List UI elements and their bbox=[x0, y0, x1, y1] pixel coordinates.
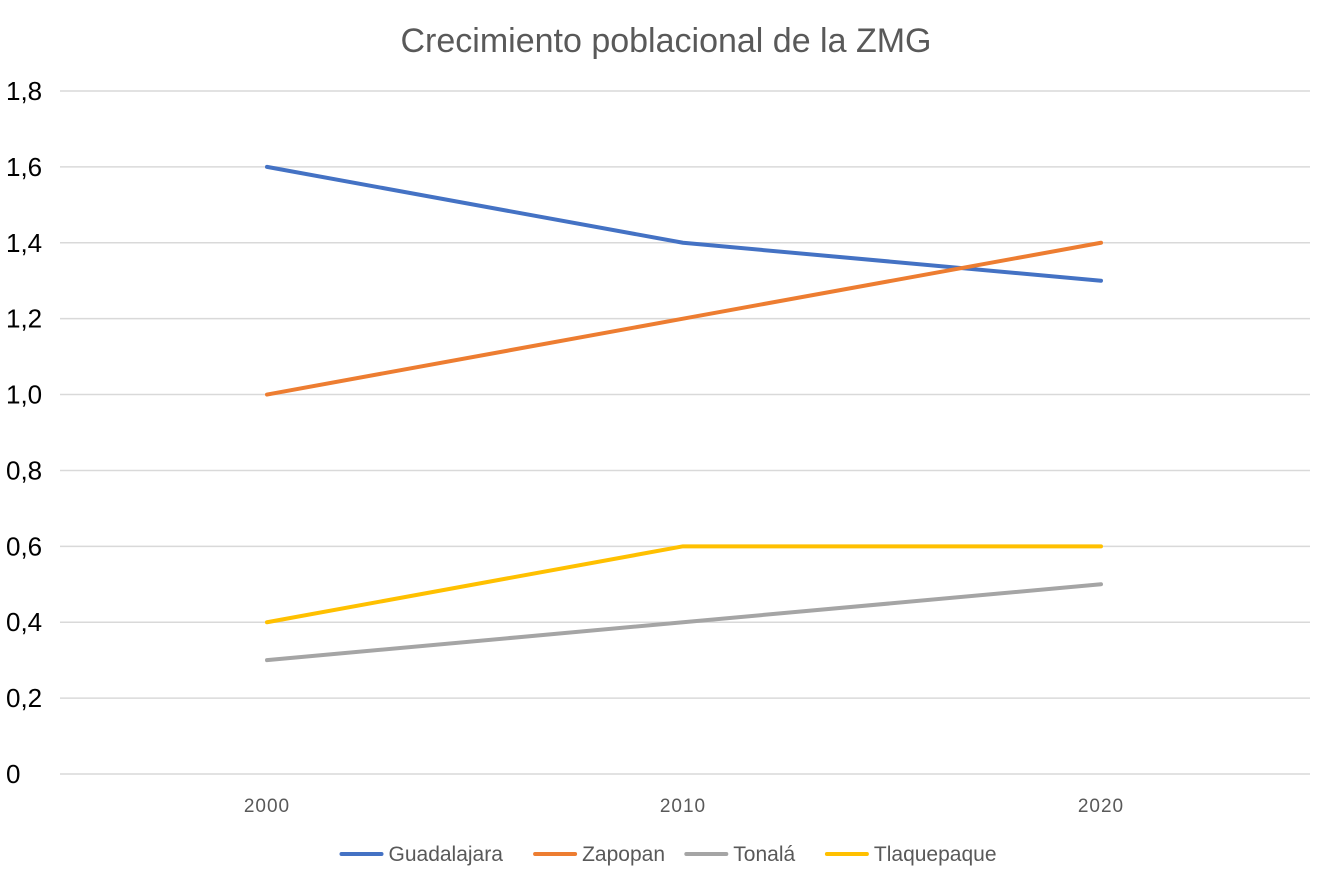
legend-label: Tlaquepaque bbox=[874, 843, 997, 866]
y-axis-ticks: 0 0,2 0,4 0,6 0,8 1,0 1,2 1,4 1,6 1,8 bbox=[6, 76, 42, 789]
y-tick-label: 1,8 bbox=[6, 76, 42, 106]
y-tick-label: 0,8 bbox=[6, 455, 42, 485]
series-lines bbox=[265, 164, 1103, 663]
y-tick-label: 0 bbox=[6, 759, 20, 789]
x-tick-label: 2020 bbox=[1078, 796, 1124, 817]
series-line-1 bbox=[265, 240, 1103, 397]
legend: Guadalajara Zapopan Tonalá Tlaquepaque bbox=[339, 843, 997, 866]
x-axis-ticks: 2000 2010 2020 bbox=[244, 796, 1124, 817]
y-tick-label: 1,0 bbox=[6, 380, 42, 410]
y-tick-label: 1,6 bbox=[6, 152, 42, 182]
x-tick-label: 2010 bbox=[660, 796, 706, 817]
legend-label: Tonalá bbox=[733, 843, 795, 866]
x-tick-label: 2000 bbox=[244, 796, 290, 817]
y-tick-label: 1,4 bbox=[6, 228, 42, 258]
y-tick-label: 0,6 bbox=[6, 531, 42, 561]
series-line-3 bbox=[265, 544, 1103, 625]
y-tick-label: 1,2 bbox=[6, 304, 42, 334]
y-tick-label: 0,4 bbox=[6, 607, 42, 637]
gridlines bbox=[60, 90, 1310, 775]
chart-title: Crecimiento poblacional de la ZMG bbox=[400, 22, 931, 60]
y-tick-label: 0,2 bbox=[6, 683, 42, 713]
legend-label: Guadalajara bbox=[389, 843, 504, 866]
series-line-2 bbox=[265, 582, 1103, 663]
legend-label: Zapopan bbox=[582, 843, 665, 866]
